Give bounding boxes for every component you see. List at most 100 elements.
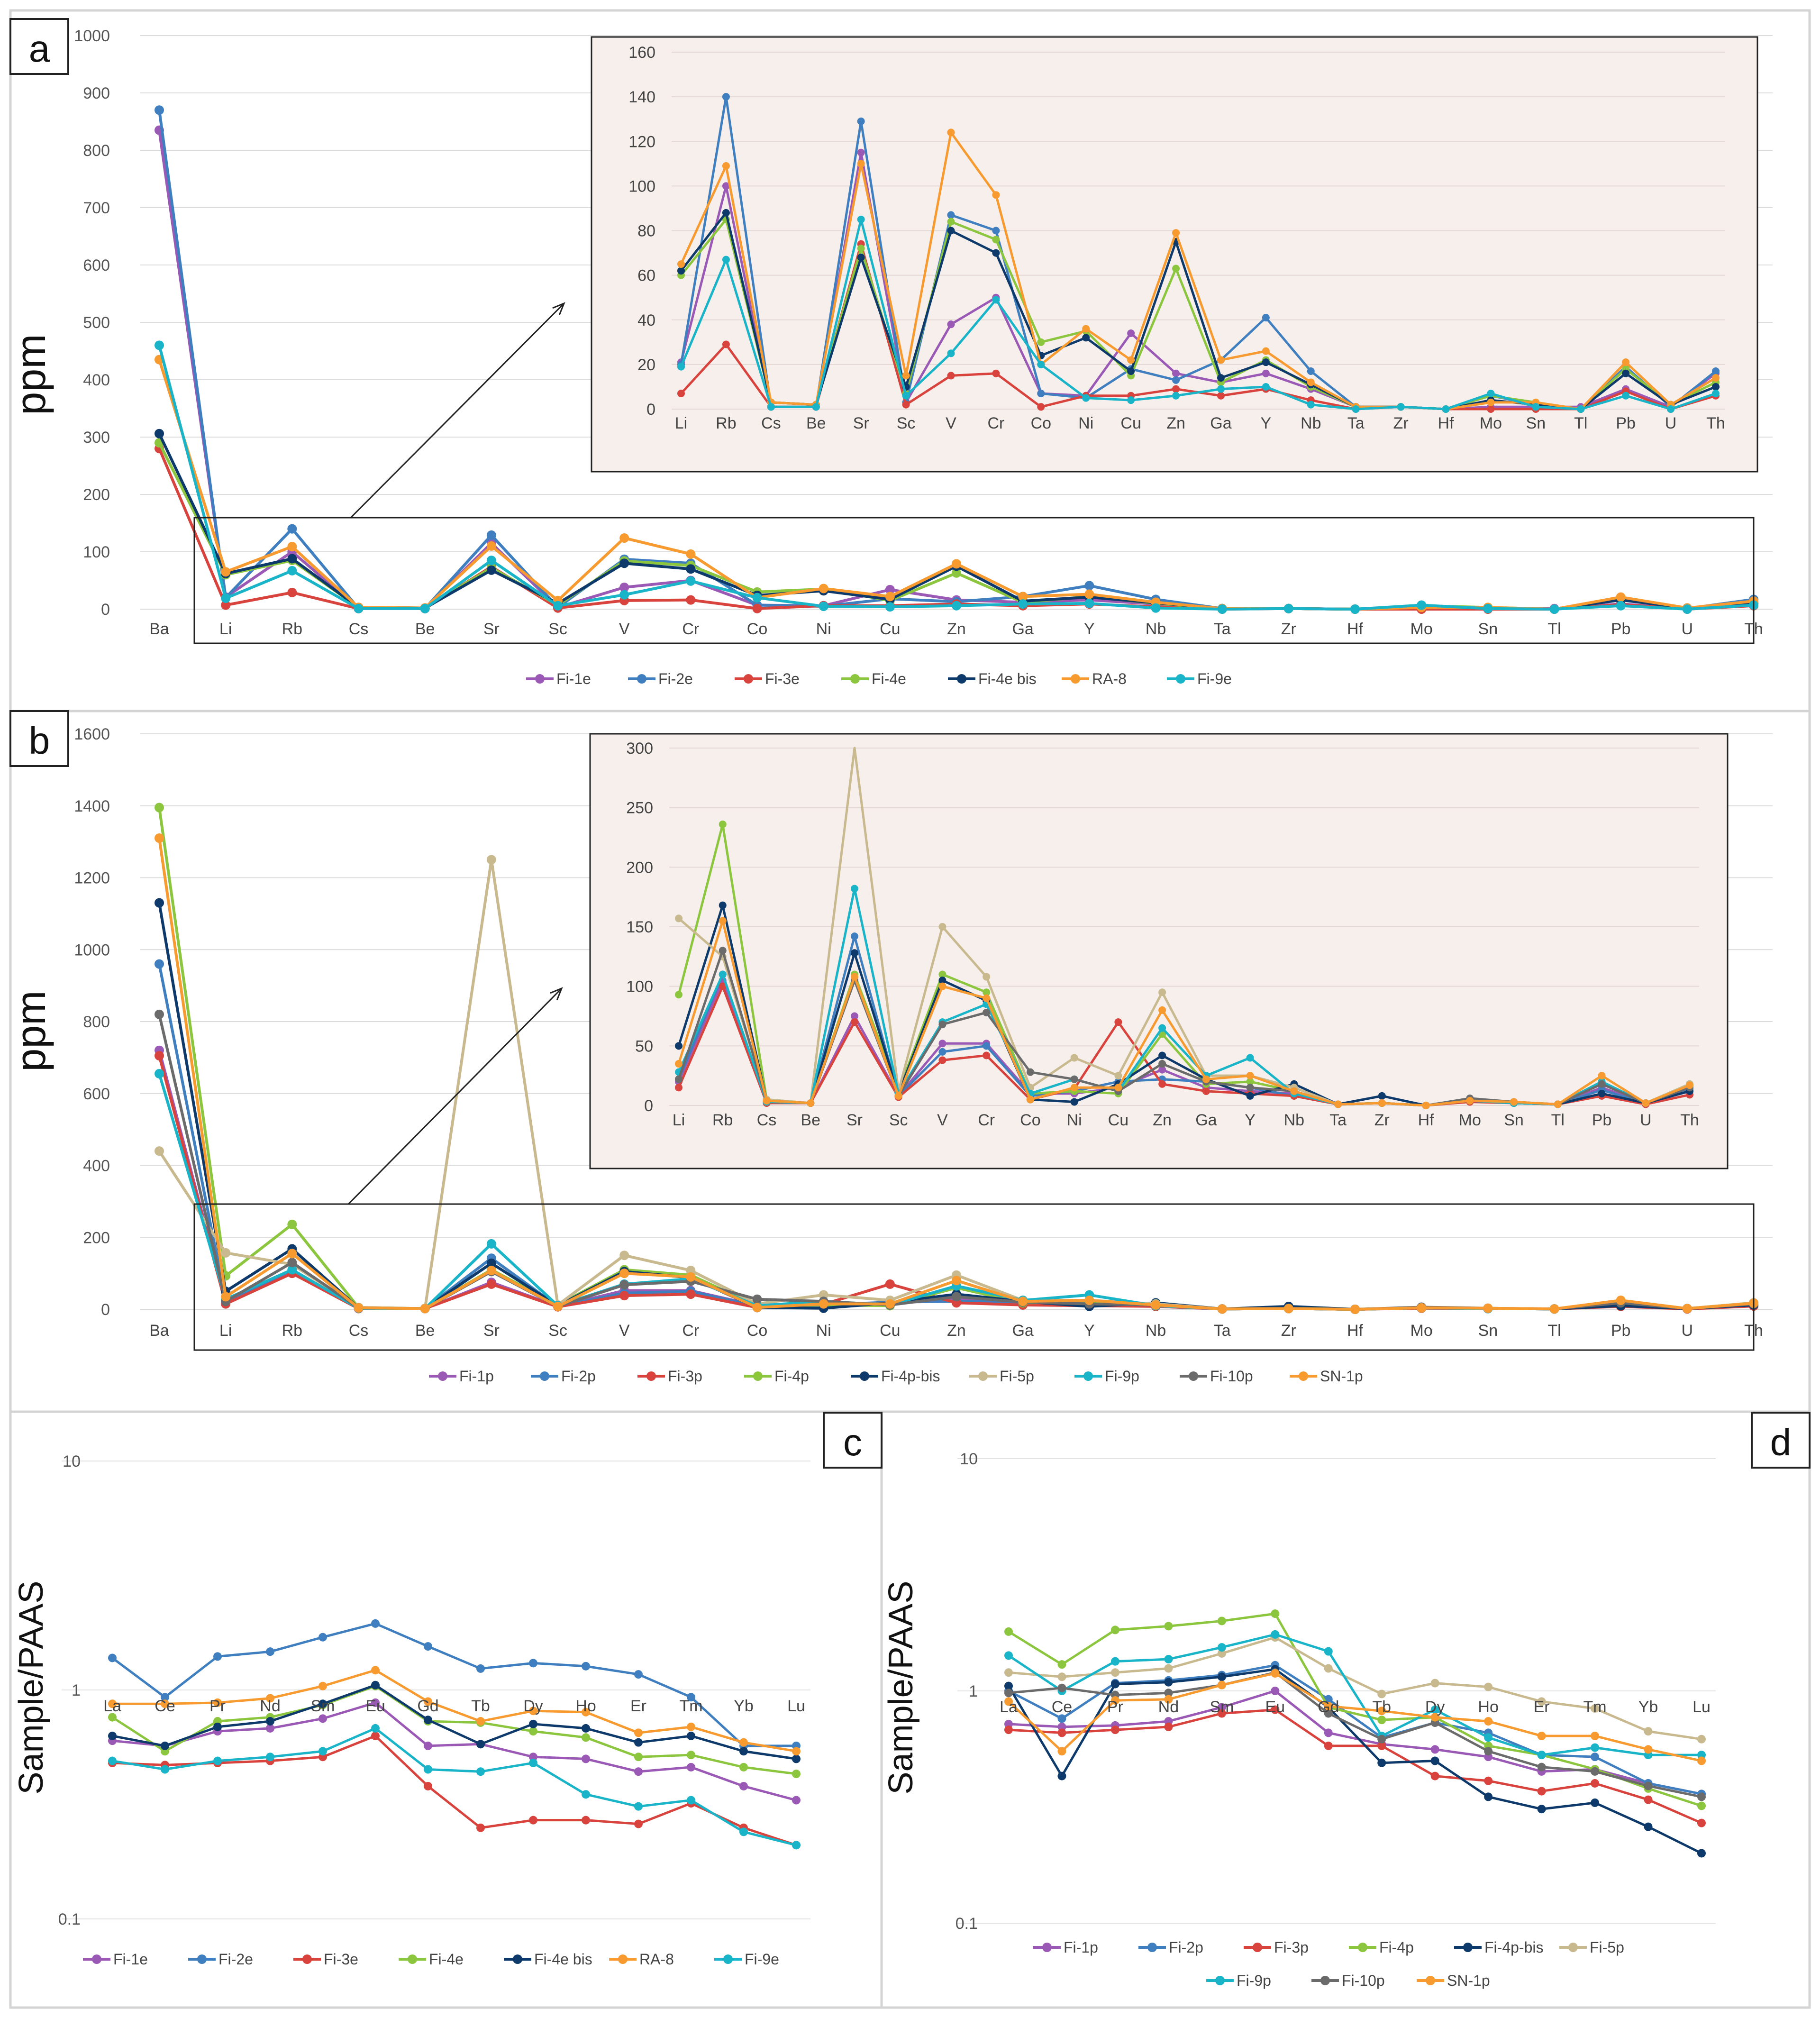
inset-data-point-fi-9e-mo bbox=[1487, 390, 1495, 398]
inset-x-tick-label-ni: Ni bbox=[1078, 414, 1093, 432]
data-point-fi-4e-bis-sm bbox=[318, 1699, 327, 1708]
inset-x-tick-label-ga: Ga bbox=[1195, 1111, 1217, 1129]
data-point-fi-9e-li bbox=[221, 594, 231, 603]
data-point-fi-5p-la bbox=[1004, 1668, 1013, 1677]
inset-y-tick-label: 80 bbox=[637, 222, 655, 240]
data-point-fi-4p-bis-ho bbox=[1484, 1792, 1493, 1801]
inset-x-tick-label-cu: Cu bbox=[1120, 414, 1141, 432]
data-point-fi-5p-ba bbox=[155, 1146, 164, 1156]
inset-data-point-fi-9e-pb bbox=[1622, 392, 1630, 400]
data-point-fi-9e-y bbox=[1084, 598, 1094, 608]
inset-x-tick-label-y: Y bbox=[1261, 414, 1272, 432]
x-tick-label-lu: Lu bbox=[1693, 1698, 1711, 1716]
data-point-fi-4e-bis-rb bbox=[287, 554, 297, 564]
data-point-fi-5p-nd bbox=[1164, 1664, 1173, 1673]
data-point-sn-1p-la bbox=[1004, 1697, 1013, 1706]
inset-data-point-fi-3p-cr bbox=[983, 1051, 991, 1059]
y-tick-label: 600 bbox=[83, 1085, 110, 1103]
data-point-fi-4p-nd bbox=[1164, 1622, 1173, 1631]
inset-data-point-ra-8-nb bbox=[1307, 378, 1315, 386]
data-point-fi-4e-bis-v bbox=[619, 558, 629, 568]
legend-label-fi-4p-bis: Fi-4p-bis bbox=[881, 1368, 940, 1385]
legend-marker-fi-3e bbox=[744, 674, 753, 684]
legend-marker-fi-3e bbox=[302, 1954, 312, 1964]
inset-x-tick-label-zr: Zr bbox=[1374, 1111, 1390, 1129]
inset-data-point-fi-10p-co bbox=[1026, 1068, 1034, 1076]
x-tick-label-nd: Nd bbox=[1158, 1698, 1179, 1716]
y-tick-label: 0 bbox=[101, 1301, 110, 1319]
data-point-fi-3e-tb bbox=[476, 1823, 485, 1832]
inset-data-point-fi-9e-co bbox=[1037, 360, 1045, 368]
data-point-fi-3e-co bbox=[752, 603, 762, 613]
inset-x-tick-label-cs: Cs bbox=[757, 1111, 777, 1129]
data-point-fi-9e-cu bbox=[885, 602, 895, 612]
inset-data-point-fi-9e-hf bbox=[1442, 405, 1450, 413]
x-tick-label-sr: Sr bbox=[483, 1322, 500, 1340]
y-tick-label: 600 bbox=[83, 256, 110, 274]
legend-marker-fi-2e bbox=[197, 1954, 207, 1964]
inset-data-point-sn-1p-rb bbox=[719, 917, 727, 925]
data-point-fi-9e-eu bbox=[371, 1724, 380, 1733]
data-point-sn-1p-ce bbox=[1057, 1747, 1066, 1756]
legend-marker-fi-1e bbox=[535, 674, 545, 684]
data-point-sn-1p-tb bbox=[1377, 1707, 1386, 1716]
data-point-sn-1p-ta bbox=[1217, 1304, 1227, 1314]
inset-data-point-fi-9e-sr bbox=[857, 215, 865, 223]
x-tick-label-zr: Zr bbox=[1281, 1322, 1296, 1340]
data-point-ra-8-nd bbox=[266, 1694, 274, 1703]
inset-data-point-sn-1p-be bbox=[807, 1099, 815, 1107]
inset-data-point-fi-4p-cr bbox=[983, 988, 991, 996]
inset-x-tick-label-hf: Hf bbox=[1438, 414, 1455, 432]
legend-label-fi-4p: Fi-4p bbox=[774, 1368, 809, 1385]
legend-marker-sn-1p bbox=[1426, 1976, 1435, 1985]
y-tick-label: 900 bbox=[83, 84, 110, 102]
inset-series-line-fi-4e-bis bbox=[680, 211, 1716, 411]
data-point-fi-9p-eu bbox=[1271, 1630, 1280, 1639]
series-line-fi-9e bbox=[112, 1727, 797, 1846]
inset-data-point-sn-1p-ta bbox=[1334, 1100, 1342, 1108]
data-point-fi-5p-er bbox=[1537, 1697, 1546, 1706]
inset-data-point-sn-1p-cu bbox=[1114, 1084, 1122, 1092]
inset-x-tick-label-ta: Ta bbox=[1329, 1111, 1347, 1129]
data-point-fi-9e-co bbox=[752, 593, 762, 603]
inset-data-point-fi-10p-zn bbox=[1158, 1060, 1166, 1068]
inset-data-point-ra-8-sc bbox=[902, 372, 910, 380]
series-line-fi-4p bbox=[1008, 1612, 1702, 1807]
data-point-fi-10p-gd bbox=[1324, 1709, 1333, 1718]
inset-data-point-fi-3p-v bbox=[938, 1056, 946, 1064]
x-tick-label-v: V bbox=[619, 620, 630, 638]
legend-label-ra-8: RA-8 bbox=[1092, 670, 1127, 687]
data-point-fi-3e-rb bbox=[287, 587, 297, 597]
data-point-ra-8-ce bbox=[161, 1699, 169, 1708]
legend-label-fi-3p: Fi-3p bbox=[668, 1368, 702, 1385]
inset-x-tick-label-cu: Cu bbox=[1108, 1111, 1128, 1129]
x-tick-label-cr: Cr bbox=[682, 1322, 699, 1340]
legend-marker-fi-4e-bis bbox=[957, 674, 966, 684]
inset-data-point-fi-9e-sn bbox=[1532, 403, 1540, 411]
data-point-fi-2e-ce bbox=[161, 1693, 169, 1702]
inset-data-point-fi-10p-y bbox=[1246, 1084, 1254, 1092]
x-tick-label-cu: Cu bbox=[880, 1322, 900, 1340]
inset-data-point-fi-4e-bis-pb bbox=[1622, 369, 1630, 377]
inset-x-tick-label-co: Co bbox=[1020, 1111, 1040, 1129]
data-point-fi-1e-dy bbox=[529, 1753, 537, 1762]
data-point-fi-9p-er bbox=[1537, 1751, 1546, 1760]
inset-series-line-sn-1p bbox=[677, 919, 1690, 1107]
x-tick-label-y: Y bbox=[1084, 1322, 1095, 1340]
y-tick-label: 10 bbox=[63, 1452, 81, 1470]
zoom-arrow-head bbox=[552, 302, 565, 315]
data-point-sn-1p-sc bbox=[553, 1301, 563, 1311]
data-point-fi-9e-pb bbox=[1616, 601, 1626, 611]
zoom-arrow bbox=[347, 987, 563, 1205]
data-point-fi-4p-bis-sm bbox=[1217, 1672, 1226, 1681]
data-point-fi-1e-er bbox=[634, 1767, 643, 1776]
inset-data-point-fi-2e-th bbox=[1712, 367, 1720, 375]
data-point-fi-5p-sr bbox=[486, 855, 496, 865]
data-point-fi-3p-ho bbox=[1484, 1776, 1493, 1785]
inset-data-point-sn-1p-ga bbox=[1202, 1075, 1210, 1083]
data-point-fi-4e-bis-ba bbox=[155, 429, 164, 438]
inset-x-tick-label-y: Y bbox=[1245, 1111, 1256, 1129]
inset-x-tick-label-mo: Mo bbox=[1459, 1111, 1481, 1129]
inset-x-tick-label-u: U bbox=[1640, 1111, 1652, 1129]
